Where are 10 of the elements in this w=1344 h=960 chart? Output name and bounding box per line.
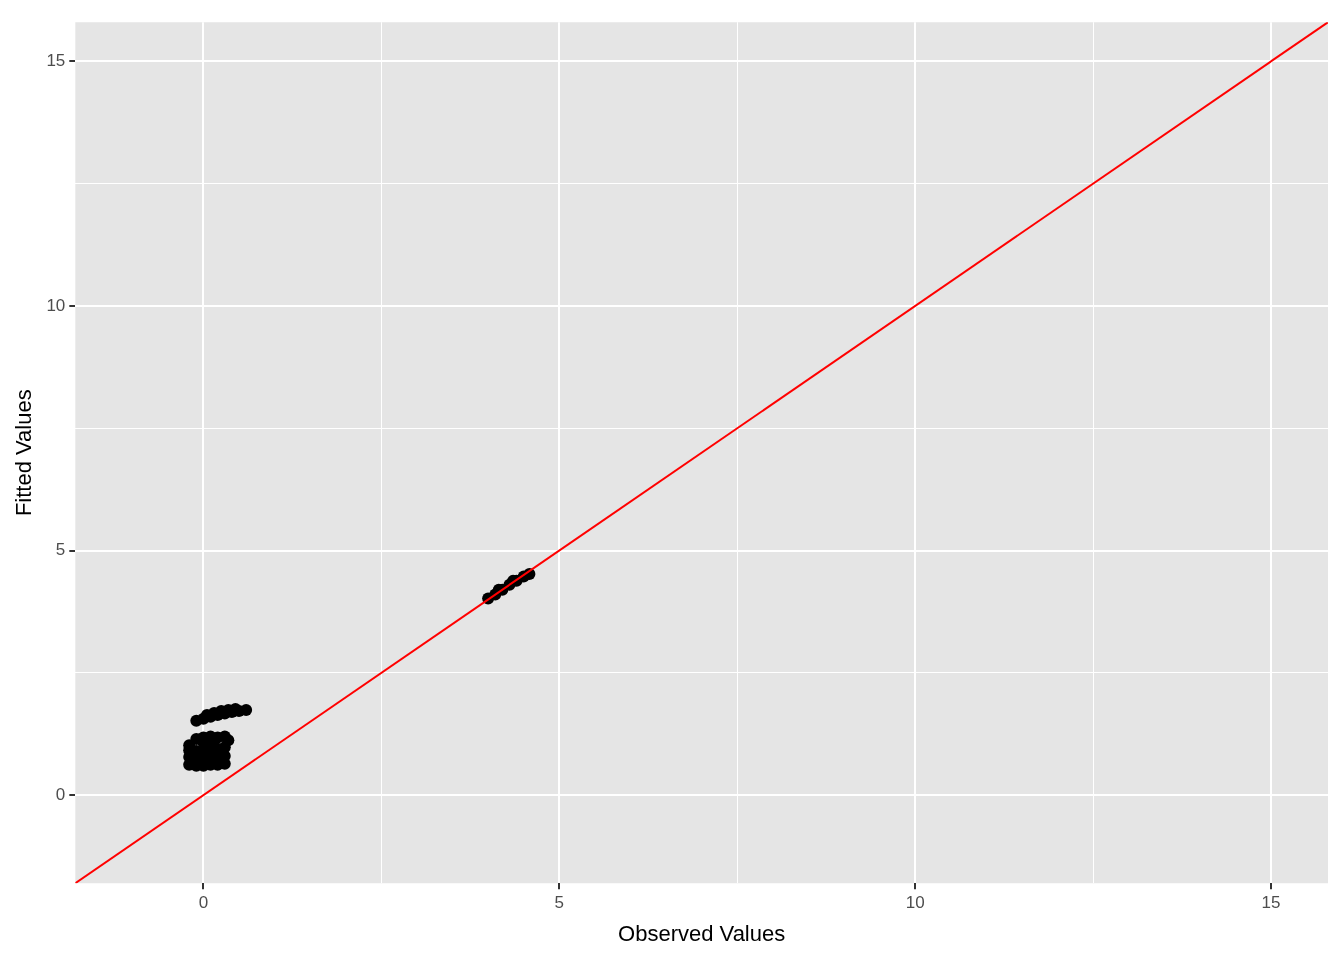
y-tick-label: 10: [46, 295, 66, 315]
x-tick-label: 10: [905, 893, 925, 913]
x-tick-label: 15: [1261, 893, 1281, 913]
y-tick-label: 5: [55, 540, 66, 560]
x-tick-label: 5: [554, 893, 565, 913]
x-tick-label: 0: [198, 893, 209, 913]
y-tick-label: 0: [55, 784, 66, 804]
y-axis-title: Fitted Values: [11, 389, 37, 517]
y-tick-label: 15: [46, 51, 66, 71]
x-axis-title: Observed Values: [618, 920, 786, 946]
